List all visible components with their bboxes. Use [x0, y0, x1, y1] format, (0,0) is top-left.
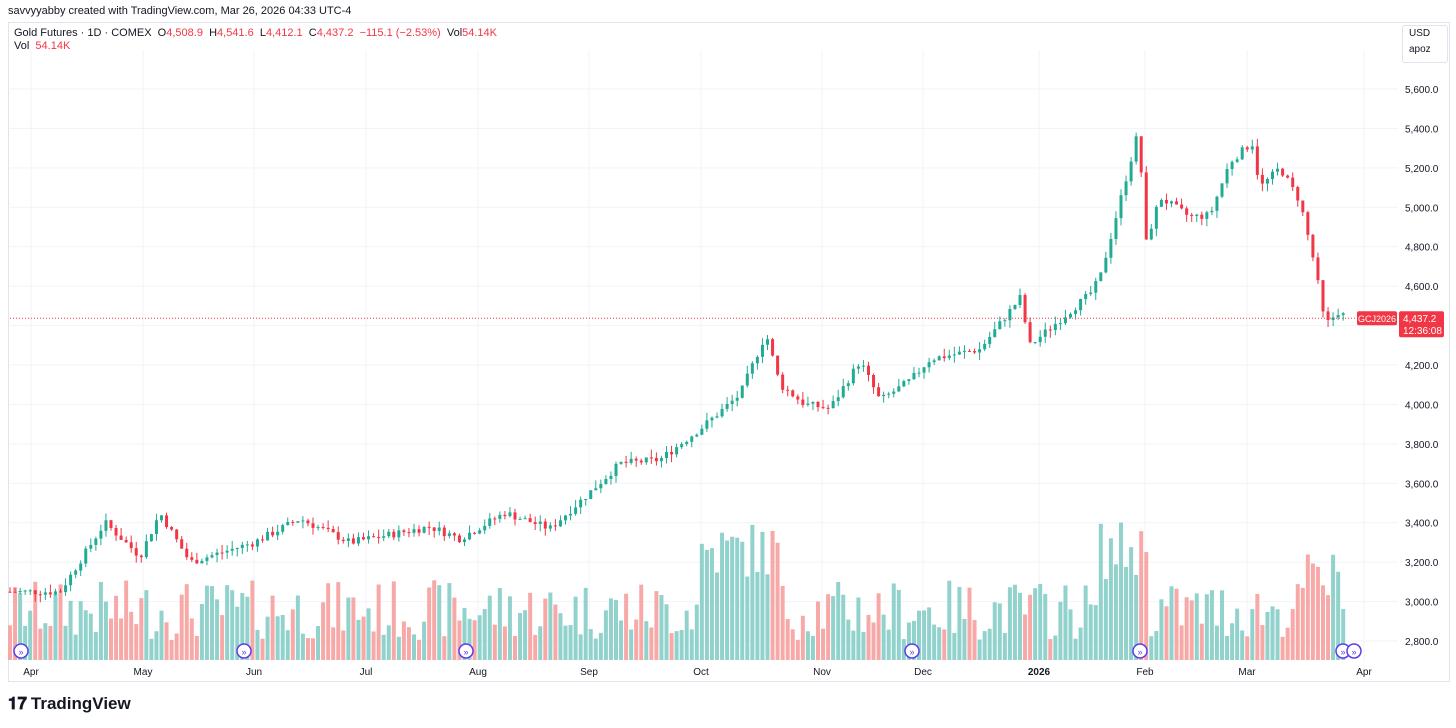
low-label: L	[259, 27, 266, 39]
volume-row-value: 54.14K	[35, 40, 71, 52]
tradingview-brand[interactable]: 𝟏𝟕 TradingView	[8, 694, 131, 714]
currency-scale-box[interactable]: USD apoz	[1402, 25, 1448, 63]
currency-label[interactable]: USD	[1409, 28, 1431, 39]
low-value: 4,412.1	[265, 27, 303, 39]
symbol-name[interactable]: Gold Futures · 1D · COMEX	[14, 27, 152, 39]
volume-row-label[interactable]: Vol	[14, 40, 30, 52]
open-value: 4,508.9	[166, 27, 203, 39]
change-value: −115.1 (−2.53%)	[359, 27, 441, 39]
brand-name: TradingView	[30, 694, 131, 713]
chart-frame	[8, 22, 1450, 682]
volume-legend: Vol 54.14K	[14, 40, 70, 52]
chart-byline: savvyyabby created with TradingView.com,…	[8, 5, 352, 17]
open-label: O	[157, 27, 167, 39]
vol-value: 54.14K	[462, 27, 498, 39]
vol-label: Vol	[446, 27, 463, 39]
close-value: 4,437.2	[316, 27, 354, 39]
tradingview-logo-icon: 𝟏𝟕	[8, 694, 27, 713]
ohlc-legend: Gold Futures · 1D · COMEX O4,508.9 H4,54…	[14, 27, 497, 39]
high-value: 4,541.6	[217, 27, 254, 39]
close-label: C	[308, 27, 317, 39]
scale-mode-label[interactable]: apoz	[1409, 44, 1431, 55]
high-label: H	[209, 27, 218, 39]
